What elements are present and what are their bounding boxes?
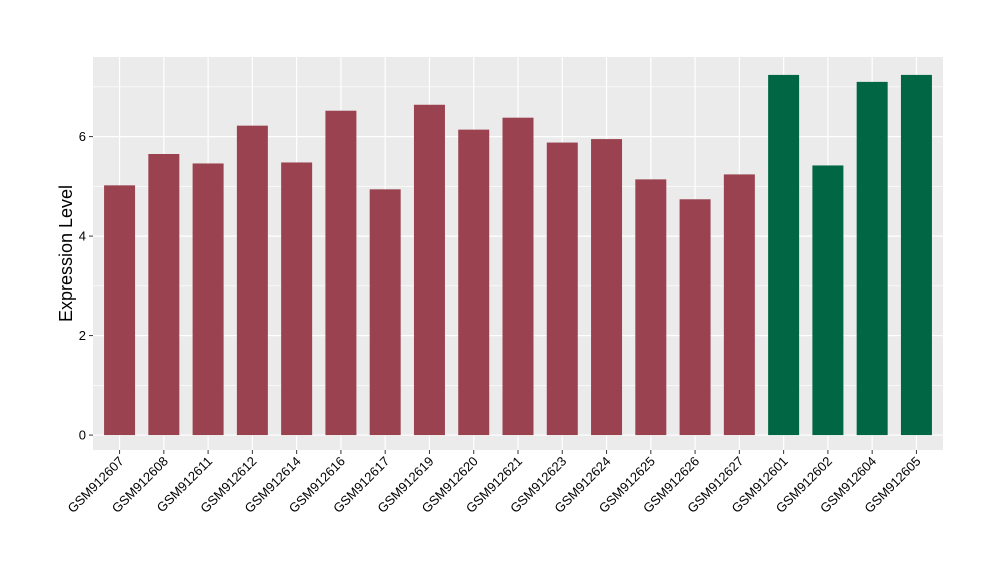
bar-gsm912612	[236, 125, 268, 436]
y-tick-label: 2	[79, 328, 86, 343]
y-axis-title: Expression Level	[56, 185, 76, 322]
bar-gsm912623	[546, 142, 578, 436]
y-tick-label: 4	[79, 229, 86, 244]
bar-gsm912605	[900, 74, 932, 436]
bar-gsm912617	[369, 189, 401, 436]
y-tick-label: 0	[79, 428, 86, 443]
y-axis: 0 2 4 6	[79, 129, 93, 443]
bar-gsm912619	[413, 104, 445, 436]
bar-gsm912616	[325, 110, 357, 436]
bar-gsm912625	[635, 179, 667, 436]
x-axis: GSM912607GSM912608GSM912611GSM912612GSM9…	[64, 450, 924, 516]
bar-gsm912614	[281, 162, 313, 436]
bar-gsm912602	[812, 165, 844, 436]
bar-gsm912608	[148, 154, 180, 436]
bar-series	[104, 74, 932, 436]
bar-gsm912621	[502, 117, 534, 436]
bar-gsm912624	[591, 139, 623, 436]
bar-gsm912627	[723, 174, 755, 436]
bar-gsm912620	[458, 129, 490, 436]
bar-gsm912607	[104, 185, 136, 436]
bar-gsm912601	[768, 74, 800, 436]
bar-gsm912604	[856, 81, 888, 436]
y-tick-label: 6	[79, 129, 86, 144]
bar-gsm912611	[192, 163, 224, 436]
bar-gsm912626	[679, 199, 711, 436]
